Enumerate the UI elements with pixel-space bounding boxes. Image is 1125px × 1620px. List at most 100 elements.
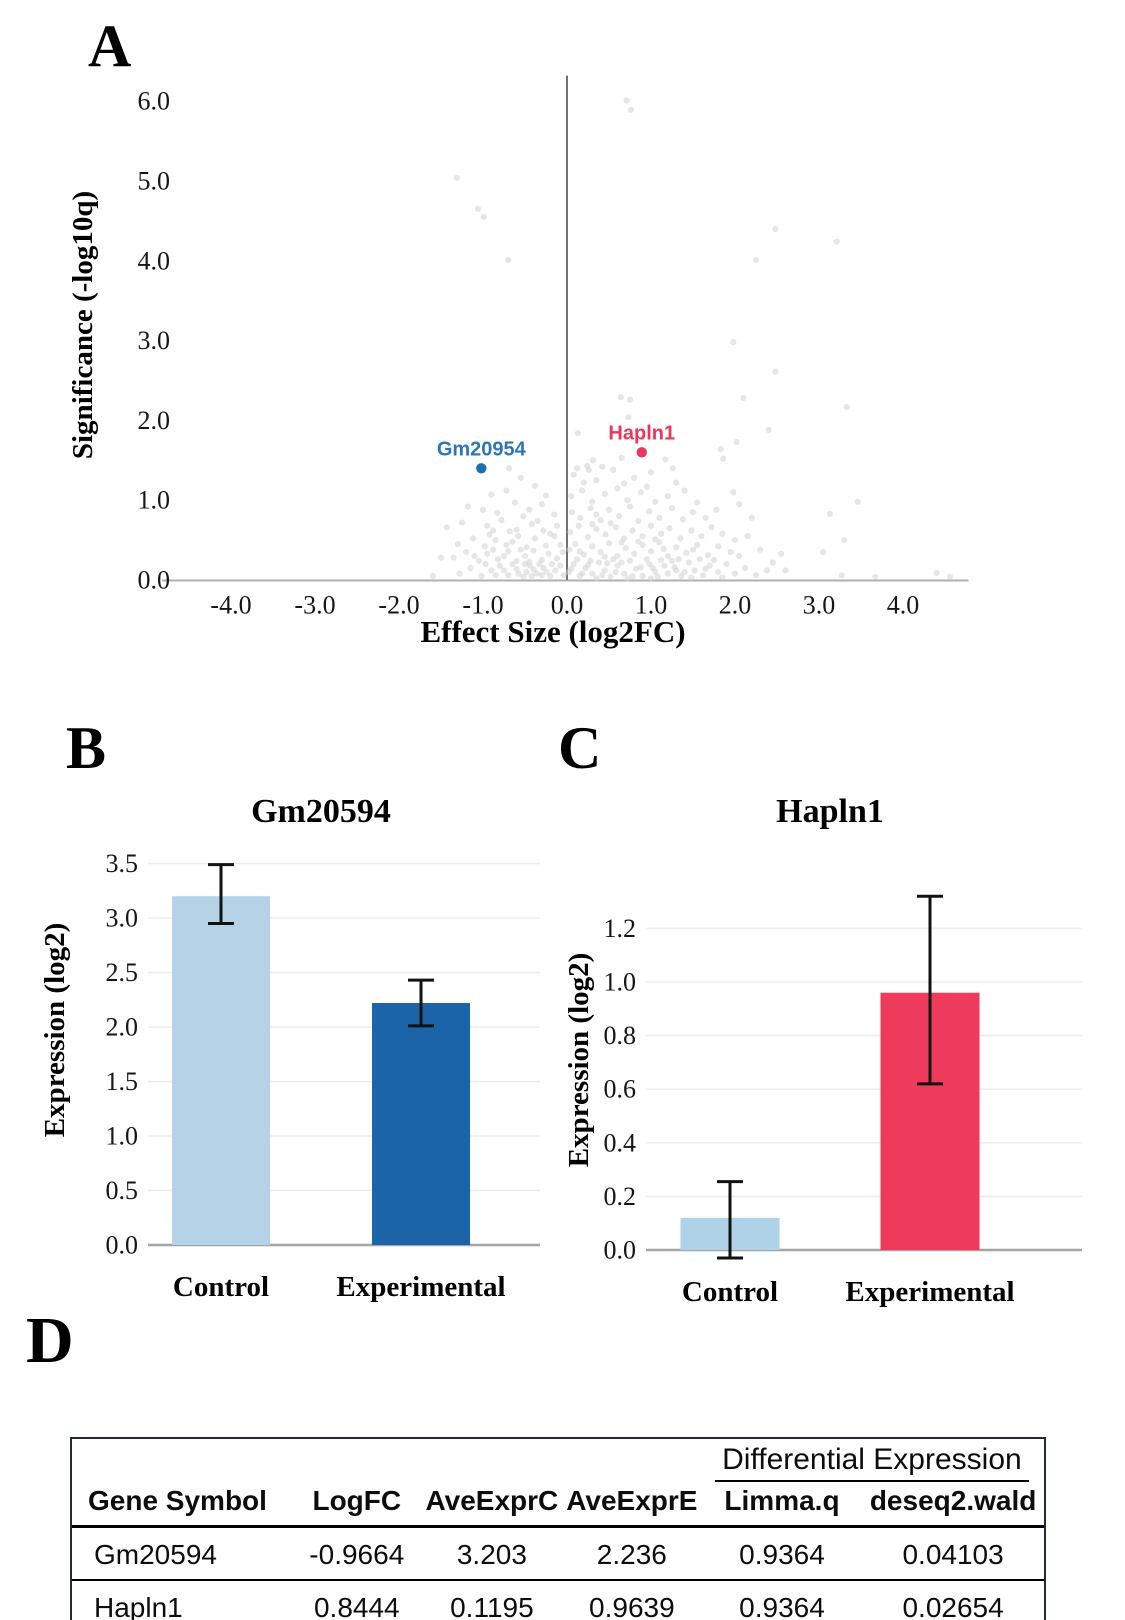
scatter-point [720,455,727,462]
scatter-point [778,550,785,557]
scatter-point [538,572,545,579]
scatter-point [833,238,840,245]
volcano-ytick: 0.0 [138,566,171,595]
scatter-point [631,550,638,557]
scatter-point [688,574,695,581]
scatter-point [475,557,482,564]
bar-ytick: 0.0 [604,1236,637,1265]
scatter-point [689,546,697,553]
bar-control [172,896,270,1245]
table-row-hapln1: Hapln1 0.8444 0.1195 0.9639 0.9364 0.02654 [72,1580,1044,1620]
scatter-point [456,570,463,577]
scatter-point [673,479,680,486]
table-cell: 0.9364 [701,1526,863,1581]
scatter-point [637,564,645,571]
hapln1-bar-chart: 0.0 0.2 0.4 0.6 0.8 1.0 1.2 Control Experimental… [563,793,1082,1308]
scatter-point [589,457,597,464]
bar-ytick: 0.4 [604,1128,637,1157]
scatter-point [731,570,739,577]
table-cell: 2.236 [561,1526,702,1581]
bar-ytick: 1.2 [604,914,637,943]
scatter-point [464,503,471,510]
chart-title: Gm20594 [251,793,391,830]
scatter-point [626,503,634,510]
scatter-point [593,511,600,518]
scatter-point [513,526,520,533]
scatter-point [621,570,628,577]
gene-label-hapln1: Hapln1 [608,422,675,444]
scatter-point [752,572,760,579]
scatter-point [509,560,516,568]
panel-a-label: A [88,13,132,79]
chart-title: Hapln1 [776,793,884,830]
scatter-point [552,567,559,574]
scatter-point [629,572,636,580]
scatter-point [538,501,545,508]
scatter-point [668,557,676,564]
scatter-point [505,572,512,579]
scatter-point [673,544,680,551]
scatter-point [946,573,954,580]
scatter-point [568,509,576,516]
scatter-point [820,548,827,556]
scatter-point [480,213,487,221]
scatter-point [575,522,582,529]
scatter-point [610,466,617,473]
scatter-point [548,560,555,568]
scatter-point [639,572,646,580]
scatter-point [579,487,586,494]
column-header-aveexprc: AveExprC [421,1483,562,1528]
scatter-point [656,539,663,546]
scatter-point [557,541,564,548]
bar-ytick: 1.0 [106,1122,139,1151]
scatter-point [520,573,527,580]
scatter-point [560,572,567,579]
volcano-xtick: 0.0 [551,590,584,619]
scatter-point [727,548,734,556]
scatter-point [526,506,533,513]
scatter-point [679,516,687,523]
group-header-row: Differential Expression [72,1439,1044,1483]
category-label: Control [173,1271,269,1303]
scatter-point [601,567,608,574]
scatter-point [593,575,600,582]
scatter-point [614,552,621,560]
scatter-point [488,567,495,574]
scatter-point [453,174,461,181]
scatter-point [479,506,487,513]
scatter-point [612,568,619,576]
scatter-point [681,487,688,494]
scatter-point [614,485,621,492]
scatter-point [741,564,749,572]
scatter-point [488,491,495,498]
scatter-point [647,522,655,529]
scatter-point [632,565,639,572]
scatter-point [685,559,692,566]
scatter-point [649,564,656,572]
scatter-point [637,489,645,496]
table-cell: Gm20594 [72,1526,292,1581]
scatter-point [643,556,650,563]
scatter-point [481,543,488,550]
scatter-point [568,493,575,500]
scatter-point [495,556,502,563]
scatter-point [719,530,726,537]
bar-ytick: 3.5 [106,849,139,878]
scatter-point [730,489,737,496]
scatter-point [547,530,554,537]
scatter-point [530,566,537,573]
scatter-point [429,572,436,580]
scatter-point [668,505,676,512]
scatter-point [723,560,730,568]
scatter-point [489,546,497,553]
scatter-point [661,562,668,569]
scatter-point [528,572,535,580]
table-cell: Hapln1 [94,1592,183,1620]
scatter-point [689,509,697,516]
volcano-xtick: -2.0 [378,590,419,619]
scatter-point [540,527,547,534]
scatter-point [579,570,586,577]
scatter-point [505,256,512,264]
scatter-point [534,517,541,525]
scatter-point [744,533,751,540]
